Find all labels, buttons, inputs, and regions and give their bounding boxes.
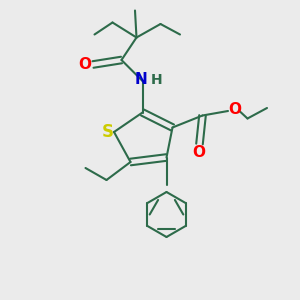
Text: S: S — [102, 123, 114, 141]
Text: O: O — [192, 145, 206, 160]
Text: N: N — [135, 72, 147, 87]
Text: H: H — [151, 73, 163, 86]
Text: O: O — [78, 57, 91, 72]
Text: O: O — [228, 102, 241, 117]
